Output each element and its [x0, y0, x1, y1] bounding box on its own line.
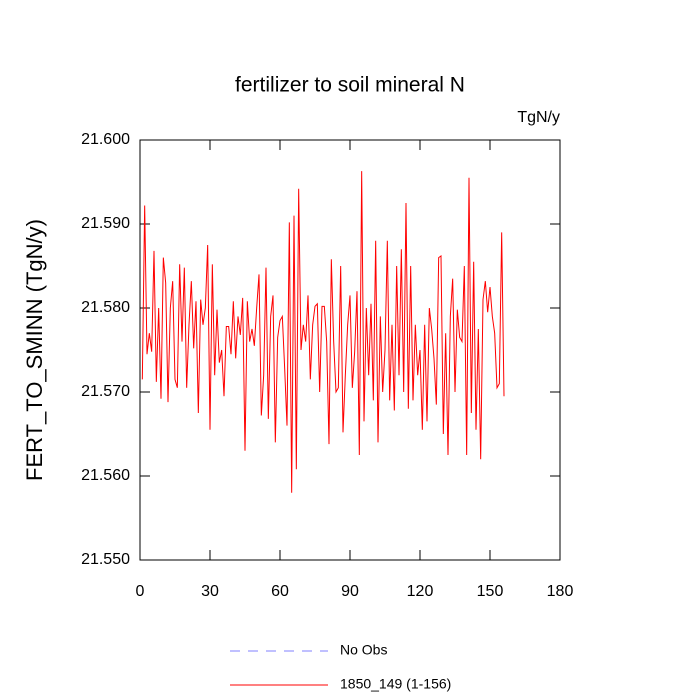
x-tick-label: 30: [201, 583, 219, 600]
y-axis-label: FERT_TO_SMINN (TgN/y): [22, 219, 47, 481]
plot-frame: [139, 139, 561, 561]
y-tick-label: 21.560: [81, 467, 130, 484]
y-tick-label: 21.550: [81, 551, 130, 568]
x-tick-label: 150: [477, 583, 504, 600]
x-tick-label: 0: [136, 583, 145, 600]
y-tick-label: 21.570: [81, 383, 130, 400]
x-tick-label: 120: [407, 583, 434, 600]
y-tick-label: 21.600: [81, 131, 130, 148]
x-tick-label: 90: [341, 583, 359, 600]
x-tick-label: 60: [271, 583, 289, 600]
chart-title: fertilizer to soil mineral N: [235, 74, 465, 97]
legend-label: No Obs: [340, 642, 387, 658]
x-tick-label: 180: [547, 583, 574, 600]
legend-label: 1850_149 (1-156): [340, 676, 451, 692]
y-tick-label: 21.590: [81, 215, 130, 232]
units-label: TgN/y: [517, 109, 560, 126]
series-line: [141, 171, 505, 493]
y-tick-label: 21.580: [81, 299, 130, 316]
